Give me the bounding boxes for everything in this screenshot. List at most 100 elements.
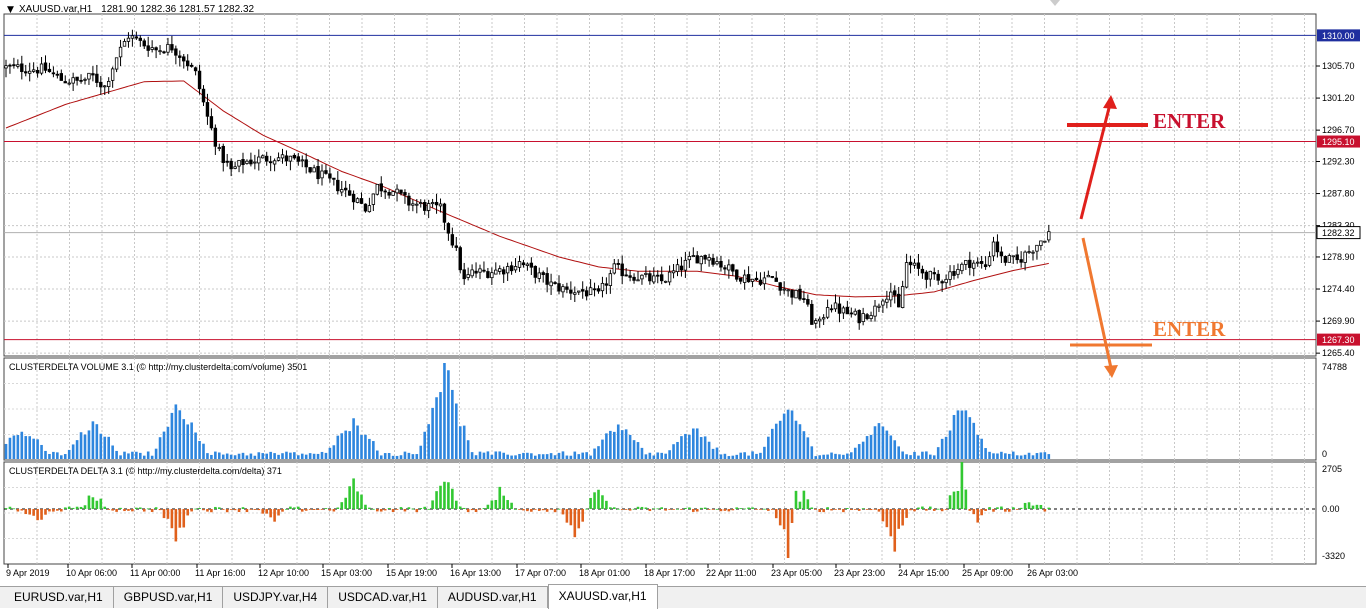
volume-bar — [782, 413, 786, 459]
candle-body — [114, 57, 119, 70]
volume-bar — [609, 430, 612, 459]
delta-bar — [917, 507, 920, 509]
volume-bar — [980, 438, 983, 459]
volume-bar — [695, 428, 699, 459]
volume-bar — [992, 453, 995, 459]
candle-body — [987, 256, 992, 266]
symbol-tab-bar: EURUSD.var,H1 GBPUSD.var,H1 USDJPY.var,H… — [0, 584, 1366, 609]
delta-bar — [897, 509, 900, 529]
delta-bar — [1035, 504, 1039, 509]
delta-bar — [364, 504, 367, 509]
delta-bar — [423, 506, 426, 509]
volume-bar — [577, 454, 581, 459]
delta-bar — [269, 509, 272, 518]
volume-bar — [877, 423, 881, 459]
volume-bar — [1004, 453, 1007, 459]
candle-body — [178, 55, 182, 58]
volume-bar — [431, 407, 434, 459]
volume-bar — [944, 436, 948, 459]
candle-body — [825, 307, 830, 318]
volume-bar — [115, 450, 118, 459]
candle-body — [968, 259, 972, 268]
volume-bar — [703, 436, 707, 459]
candle-body — [43, 62, 48, 71]
time-tick-label: 15 Apr 19:00 — [386, 568, 437, 578]
price-tick-label: 1283.30 — [1322, 221, 1355, 231]
volume-bar — [905, 454, 908, 459]
volume-bar — [707, 441, 711, 459]
volume-bar — [198, 440, 201, 459]
delta-bar — [60, 509, 63, 512]
delta-bar — [806, 499, 810, 509]
candle-body — [991, 241, 996, 257]
candle-body — [454, 245, 458, 248]
tab-gbpusd[interactable]: GBPUSD.var,H1 — [114, 586, 224, 608]
volume-bar — [423, 431, 426, 459]
candle-body — [545, 273, 549, 285]
delta-bar — [707, 509, 711, 510]
volume-bar — [324, 452, 328, 459]
delta-bar — [549, 509, 553, 510]
delta-bar — [763, 508, 766, 510]
delta-bar — [522, 509, 525, 511]
volume-bar — [273, 453, 276, 459]
delta-bar — [893, 509, 897, 552]
volume-bar — [822, 454, 825, 459]
volume-bar — [249, 453, 253, 459]
delta-bar — [976, 509, 979, 523]
delta-bar — [968, 509, 972, 511]
volume-bar — [221, 454, 225, 459]
candle-body — [134, 36, 139, 39]
candle-body — [584, 290, 589, 297]
delta-bar — [656, 508, 660, 510]
volume-bar — [901, 451, 904, 459]
volume-bar — [474, 455, 478, 459]
tab-usdcad[interactable]: USDCAD.var,H1 — [328, 586, 438, 608]
volume-bar — [123, 451, 126, 459]
volume-indicator-title: CLUSTERDELTA VOLUME 3.1 (© http://my.clu… — [9, 362, 307, 372]
tab-eurusd[interactable]: EURUSD.var,H1 — [4, 586, 114, 608]
tab-usdjpy[interactable]: USDJPY.var,H4 — [223, 586, 329, 608]
candle-body — [154, 47, 158, 51]
volume-bar — [873, 426, 877, 459]
candle-body — [944, 278, 948, 283]
delta-bars — [4, 462, 1051, 558]
candle-body — [272, 160, 277, 165]
candle-body — [403, 192, 407, 196]
candle-body — [166, 44, 170, 53]
volume-bar — [680, 436, 683, 459]
candle-body — [640, 274, 644, 280]
tab-audusd[interactable]: AUDUSD.var,H1 — [438, 586, 548, 608]
volume-bar — [245, 455, 249, 459]
candle-body — [723, 267, 727, 270]
time-tick-label: 18 Apr 17:00 — [644, 568, 695, 578]
collapse-arrow-icon[interactable]: ▼ — [7, 5, 14, 15]
candle-body — [201, 88, 206, 103]
volume-bar — [585, 452, 588, 459]
candle-body — [138, 37, 142, 41]
volume-bar — [28, 436, 31, 459]
level-price-label: 1310.00 — [1322, 31, 1355, 41]
tab-xauusd[interactable]: XAUUSD.var,H1 — [547, 584, 658, 609]
delta-bar — [960, 462, 964, 509]
delta-bar — [940, 509, 944, 512]
delta-top-label: 2705 — [1322, 464, 1342, 474]
candle-body — [162, 51, 166, 54]
delta-bar — [664, 509, 667, 511]
delta-bar — [747, 507, 750, 509]
candle-body — [8, 64, 12, 67]
delta-bar — [952, 491, 956, 509]
delta-bar — [135, 507, 138, 509]
volume-bar — [399, 455, 403, 459]
candle-body — [849, 312, 853, 315]
candle-body — [422, 202, 427, 211]
candle-body — [383, 190, 387, 193]
delta-bar — [48, 509, 51, 512]
delta-bar — [731, 509, 735, 511]
scroll-marker-icon — [1050, 0, 1060, 6]
chart-area[interactable]: 1305.70 1301.20 1296.70 1292.30 1287.80 1283.… — [0, 0, 1366, 586]
volume-bar — [739, 452, 742, 459]
delta-bar — [727, 509, 731, 512]
delta-bar — [936, 508, 940, 510]
candle-body — [107, 81, 111, 87]
